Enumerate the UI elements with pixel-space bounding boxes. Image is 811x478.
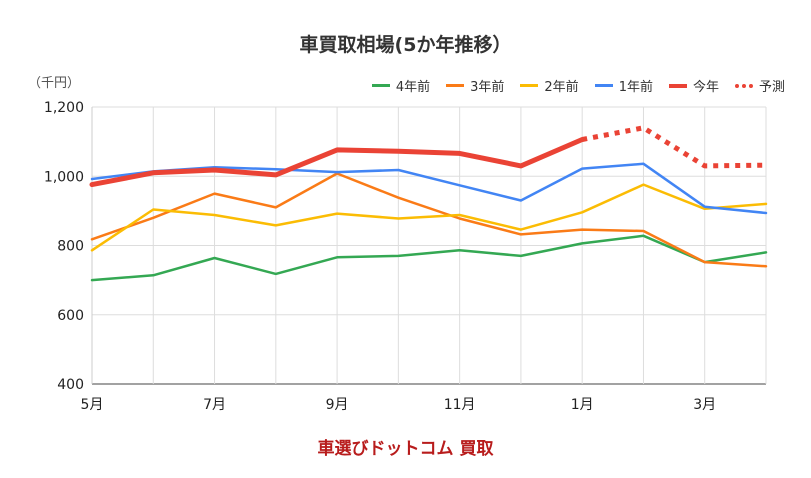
legend-item: 2年前 — [520, 76, 579, 95]
x-tick-label: 5月 — [81, 397, 104, 413]
legend-label: 今年 — [692, 80, 719, 95]
x-tick-label: 1月 — [571, 397, 594, 413]
legend: 4年前 3年前 2年前 1年前 今年 予測 — [371, 76, 785, 95]
legend-swatch — [594, 84, 613, 87]
series-line-3年前 — [90, 172, 768, 268]
legend-swatch — [734, 83, 753, 88]
brand-label: 車選びドットコム 買取 — [317, 439, 494, 459]
legend-item: 4年前 — [371, 76, 431, 95]
legend-label: 2年前 — [544, 80, 579, 95]
legend-item: 今年 — [668, 76, 719, 95]
series-line-4年前 — [90, 234, 768, 282]
legend-swatch — [371, 84, 390, 87]
series-line-1年前 — [90, 162, 768, 215]
x-tick-label: 11月 — [444, 397, 476, 413]
legend-swatch — [446, 84, 465, 87]
x-tick-label: 7月 — [203, 397, 226, 413]
legend-swatch — [520, 84, 539, 87]
y-tick-label: 400 — [57, 377, 84, 393]
legend-label: 予測 — [758, 80, 785, 95]
legend-label: 1年前 — [618, 80, 653, 95]
y-tick-label: 600 — [57, 308, 84, 324]
y-tick-label: 1,000 — [44, 169, 84, 185]
legend-label: 3年前 — [470, 80, 505, 95]
legend-swatch — [668, 83, 687, 88]
y-axis-unit-label: （千円） — [28, 76, 81, 91]
y-tick-label: 1,200 — [44, 100, 84, 116]
series-line-予測 — [581, 125, 767, 169]
y-tick-label: 800 — [57, 239, 84, 255]
legend-item: 予測 — [734, 76, 785, 95]
legend-item: 1年前 — [594, 76, 653, 95]
legend-label: 4年前 — [395, 80, 431, 95]
legend-item: 3年前 — [446, 76, 504, 95]
series-line-2年前 — [90, 183, 768, 252]
x-tick-label: 3月 — [693, 397, 716, 413]
x-tick-label: 9月 — [326, 397, 349, 413]
series-line-今年 — [89, 137, 585, 188]
chart-title: 車買取相場(5か年推移） — [299, 34, 512, 56]
